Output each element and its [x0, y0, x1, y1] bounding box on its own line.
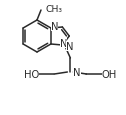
- Text: HO: HO: [24, 69, 39, 79]
- Text: N: N: [66, 42, 74, 52]
- Text: N: N: [51, 22, 58, 32]
- Text: OH: OH: [102, 69, 117, 79]
- Text: CH₃: CH₃: [46, 5, 63, 14]
- Text: N: N: [73, 67, 81, 77]
- Text: N: N: [60, 39, 67, 49]
